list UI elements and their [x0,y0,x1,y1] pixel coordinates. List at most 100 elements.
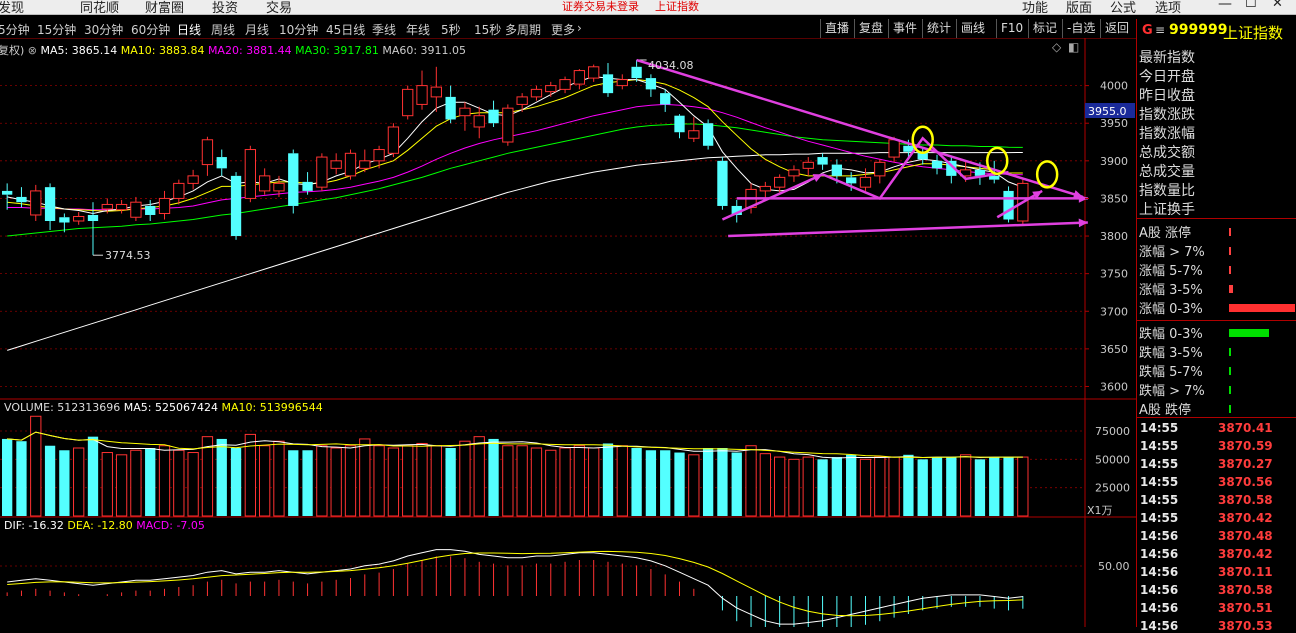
candle [244,149,256,199]
settings-icon[interactable]: ◇ [1052,40,1062,54]
live-button[interactable]: 直播 [820,19,853,38]
volume-bar [759,453,771,517]
breadth-bar [1229,247,1231,255]
mark-button[interactable]: 标记 [1028,19,1061,38]
tab-quarterly[interactable]: 季线 [372,23,397,37]
replay-button[interactable]: 复盘 [854,19,887,38]
volume-bar [30,415,42,517]
tab-10min[interactable]: 10分钟 [279,23,319,37]
tab-45day[interactable]: 45日线 [326,23,366,37]
candle [674,115,685,133]
price-axis: 4000 3950 3900 3850 3800 3750 3700 3650 3600 7500… [1085,80,1130,573]
tick-time: 14:56 [1140,529,1179,543]
tick-price: 3870.27 [1218,457,1273,471]
macd-value: MACD: -7.05 [136,519,205,532]
tick-price: 3870.11 [1218,565,1273,579]
tab-15min[interactable]: 15分钟 [37,23,77,37]
volume-bar [645,450,657,516]
candle [44,187,56,221]
volume-bar [173,449,185,517]
menu-options[interactable]: 选项 [1155,1,1182,15]
stats-button[interactable]: 统计 [922,19,955,38]
candle [545,85,557,93]
volume-bar [1017,456,1029,517]
candle [1003,190,1014,220]
volume-bar [44,445,56,516]
breadth-bar [1229,367,1231,375]
candle [359,160,371,169]
candle [931,160,943,169]
tab-multi-period[interactable]: 多周期 [505,23,542,37]
price-axis-label: 3700 [1100,305,1128,318]
volume-bar [516,445,528,517]
highlight-circle [1035,160,1059,189]
volume-bar [416,442,428,517]
add-watchlist-button[interactable]: -自选 [1062,19,1099,38]
f10-button[interactable]: F10 [996,19,1027,38]
candle [187,175,199,184]
candle [759,185,771,192]
volume-bar [344,445,357,517]
support-line [728,221,1088,238]
breadth-bar [1229,386,1231,394]
tab-weekly[interactable]: 周线 [211,23,236,37]
tab-yearly[interactable]: 年线 [406,23,431,37]
menu-trade[interactable]: 交易 [266,1,293,15]
menu-tonghuashun[interactable]: 同花顺 [80,1,120,15]
kline-chart[interactable]: 4000 3950 3900 3850 3800 3750 3700 3650 3600 7500… [0,38,1136,627]
volume-bar [731,452,742,516]
volume-bar [989,457,1000,516]
menu-formula[interactable]: 公式 [1110,1,1137,15]
tab-daily[interactable]: 日线 [177,23,202,37]
volume-ma10: MA10: 513996544 [221,401,323,414]
high-annotation: 4034.08 [648,59,694,72]
close-icon[interactable]: ✕ [1272,0,1283,11]
breadth-label: 涨幅 0-3% [1139,302,1203,317]
back-button[interactable]: 返回 [1100,19,1133,38]
volume-bar [373,445,385,517]
volume-bar [573,445,586,517]
volume-bar [616,445,628,517]
tick-price: 3870.58 [1218,583,1273,597]
maximize-icon[interactable]: ☐ [1245,0,1257,11]
tick-time: 14:56 [1140,619,1179,633]
tab-more[interactable]: 更多 [551,23,576,37]
tab-5min[interactable]: 5分钟 [0,23,30,37]
tab-monthly[interactable]: 月线 [245,23,270,37]
collapse-icon[interactable]: ⊗ [27,44,38,57]
events-button[interactable]: 事件 [888,19,921,38]
price-axis-label: 3800 [1100,230,1128,243]
tab-60min[interactable]: 60分钟 [131,23,171,37]
tab-30min[interactable]: 30分钟 [84,23,124,37]
candle [273,182,285,192]
menu-discover[interactable]: 发现 [0,1,25,15]
draw-line-button[interactable]: 画线 [956,19,989,38]
candle [616,79,628,87]
candle [702,123,714,146]
candle [145,205,156,215]
divider [1137,320,1296,321]
volume-bar [87,436,99,516]
index-code[interactable]: 999999 [1169,22,1228,38]
volume-bar [674,452,685,516]
chevron-right-icon[interactable]: › [577,21,582,35]
tick-price: 3870.42 [1218,547,1273,561]
volume-bar [288,450,299,516]
adjust-label[interactable]: 复权) [0,44,25,57]
minimize-icon[interactable]: — [1218,0,1232,12]
tab-5sec[interactable]: 5秒 [441,23,461,37]
menu-wealth-circle[interactable]: 财富圈 [145,1,185,15]
current-price-tag: 3955.0 [1088,105,1127,118]
login-alert[interactable]: 证券交易未登录 [562,0,639,13]
volume-bar [688,454,700,517]
menu-layout[interactable]: 版面 [1066,1,1093,15]
menu-function[interactable]: 功能 [1022,1,1049,15]
menu-invest[interactable]: 投资 [212,1,239,15]
volume-bar [73,447,85,517]
index-name[interactable]: 上证指数 [1223,24,1284,42]
volume-bar [101,452,113,517]
tab-15sec[interactable]: 15秒 [474,23,502,37]
dif-line [7,549,1023,625]
panel-toggle-icon[interactable]: ◧ [1068,40,1080,54]
volume-bar [130,449,142,517]
